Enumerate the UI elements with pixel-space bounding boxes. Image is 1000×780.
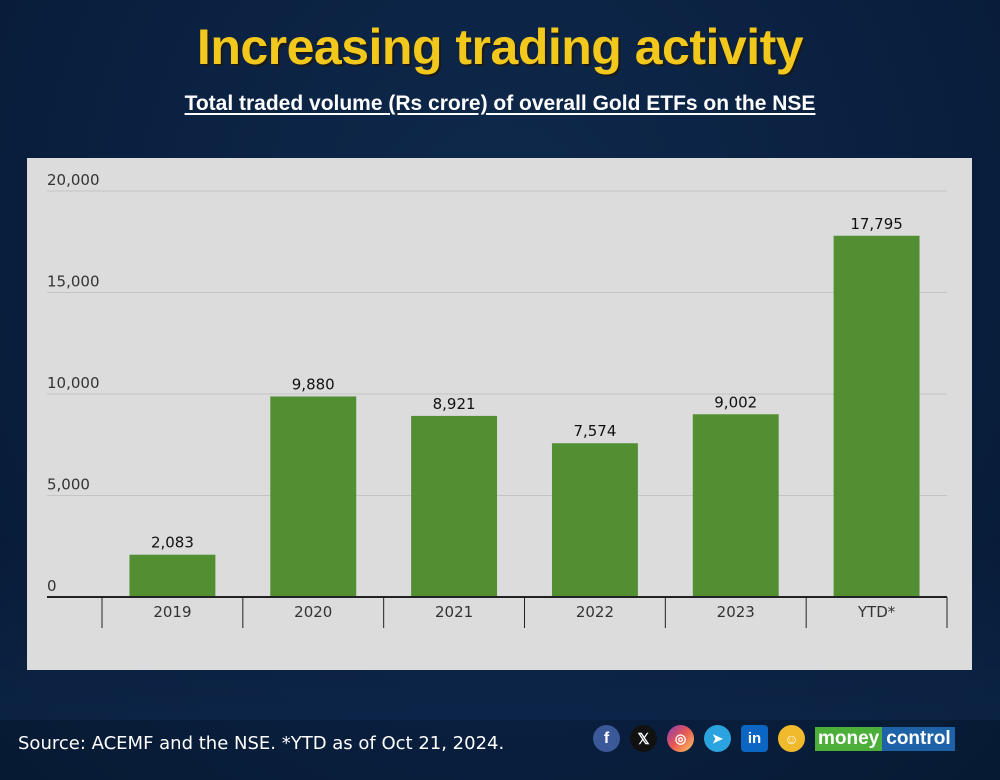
chart-title: Increasing trading activity bbox=[196, 19, 804, 75]
brand-part-money: money bbox=[815, 726, 883, 751]
moneycontrol-logo[interactable]: money control bbox=[815, 726, 955, 751]
source-note: Source: ACEMF and the NSE. *YTD as of Oc… bbox=[18, 733, 505, 754]
brand-part-control: control bbox=[882, 726, 955, 751]
facebook-icon[interactable]: f bbox=[593, 725, 620, 752]
data-label: 17,795 bbox=[850, 215, 903, 233]
social-links: f 𝕏 ◎ ➤ in ☺ money control bbox=[593, 725, 955, 752]
bar-chart: 0 5,000 10,000 15,000 20,000 2,083 2019 9,880 20… bbox=[47, 171, 948, 628]
bar bbox=[270, 396, 357, 597]
x-tick-label: 2020 bbox=[294, 603, 332, 621]
x-tick-label: 2021 bbox=[435, 603, 473, 621]
bar bbox=[411, 415, 498, 597]
data-label: 9,880 bbox=[292, 375, 335, 393]
y-tick-label: 5,000 bbox=[47, 476, 90, 494]
y-tick-label: 15,000 bbox=[47, 273, 100, 291]
y-tick-label: 10,000 bbox=[47, 374, 100, 392]
data-label: 9,002 bbox=[714, 393, 757, 411]
bar bbox=[692, 414, 779, 597]
telegram-icon[interactable]: ➤ bbox=[704, 725, 731, 752]
chart-subtitle: Total traded volume (Rs crore) of overal… bbox=[184, 92, 816, 115]
chart-panel: 0 5,000 10,000 15,000 20,000 2,083 2019 9,880 20… bbox=[27, 158, 972, 670]
x-tick-label: 2019 bbox=[153, 603, 191, 621]
bar bbox=[551, 443, 638, 597]
y-tick-label: 0 bbox=[47, 577, 57, 595]
instagram-icon[interactable]: ◎ bbox=[667, 725, 694, 752]
linkedin-icon[interactable]: in bbox=[741, 725, 768, 752]
data-label: 8,921 bbox=[433, 395, 476, 413]
x-tick-label: 2022 bbox=[576, 603, 614, 621]
mascot-icon[interactable]: ☺ bbox=[778, 725, 805, 752]
x-icon[interactable]: 𝕏 bbox=[630, 725, 657, 752]
data-label: 7,574 bbox=[573, 422, 616, 440]
bar bbox=[129, 554, 216, 597]
x-tick-label: YTD* bbox=[857, 603, 896, 621]
x-tick-label: 2023 bbox=[717, 603, 755, 621]
data-label: 2,083 bbox=[151, 534, 194, 552]
bar bbox=[833, 235, 920, 597]
y-tick-label: 20,000 bbox=[47, 171, 100, 189]
